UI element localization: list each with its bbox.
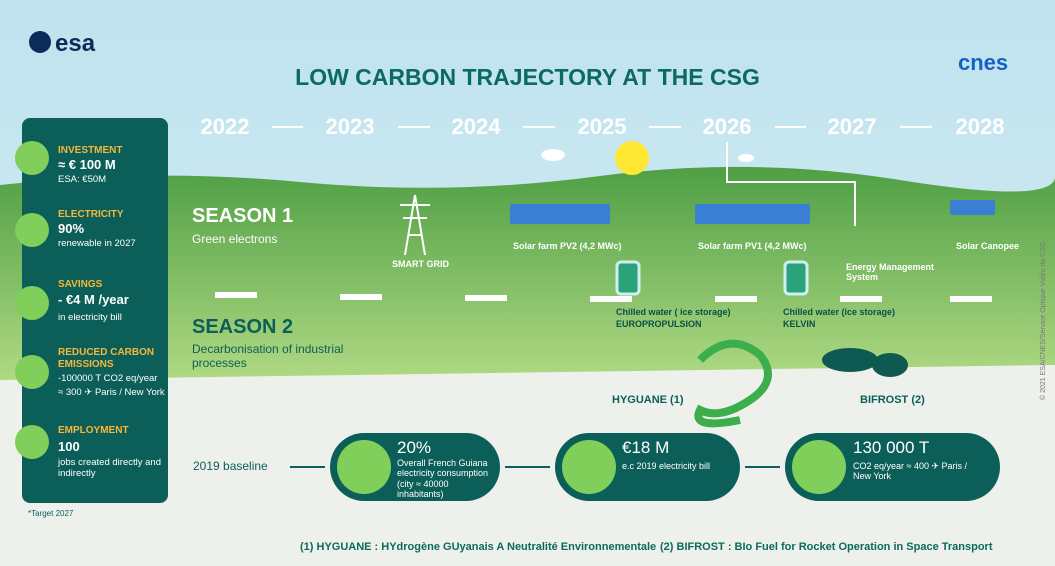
- project-site: EUROPROPULSION: [616, 319, 702, 329]
- sidebar-heading: EMPLOYMENT: [58, 425, 129, 436]
- year: 2026: [702, 114, 752, 139]
- baseline-pills: [290, 433, 1000, 501]
- project-label: Solar farm PV1 (4,2 MWc): [698, 241, 807, 251]
- sidebar-value: - €4 M /year: [58, 292, 129, 307]
- sidebar-heading: INVESTMENT: [58, 145, 123, 156]
- solar-panels: [510, 200, 995, 224]
- project-label: BIFROST (2): [860, 394, 925, 406]
- bifrost-digesters: [822, 348, 908, 377]
- sidebar-heading: REDUCED CARBON EMISSIONS: [58, 347, 155, 370]
- sidebar-note: renewable in 2027: [58, 238, 136, 249]
- sidebar-value: 90%: [58, 221, 85, 236]
- project-label: Solar farm PV2 (4,2 MWc): [513, 241, 622, 251]
- sidebar-heading: ELECTRICITY: [58, 209, 124, 220]
- cloud: [738, 154, 754, 162]
- project-label: Solar Canopee: [956, 241, 1020, 251]
- baseline-text: e.c 2019 electricity bill: [622, 461, 711, 471]
- sidebar-value: -100000 T CO2 eq/year: [58, 373, 158, 384]
- project-label: HYGUANE (1): [612, 394, 684, 406]
- sun: [615, 141, 649, 175]
- pylon: [400, 194, 430, 256]
- sidebar-note: jobs created directly and indirectly: [58, 457, 161, 479]
- baseline-value: 130 000 T: [853, 438, 930, 457]
- footnote: (1) HYGUANE : HYdrogène GUyanais A Neutr…: [300, 541, 657, 553]
- sidebar-note: in electricity bill: [58, 312, 122, 323]
- baseline-text: CO2 eq/year ≈ 400 ✈ Paris / New York: [853, 461, 968, 482]
- sidebar-value: ≈ € 100 M: [58, 157, 116, 172]
- sidebar-icons: [15, 141, 49, 459]
- footnote: (2) BIFROST : BIo Fuel for Rocket Operat…: [660, 541, 993, 553]
- ground: [0, 365, 1055, 566]
- project-label: Chilled water ( ice storage): [616, 307, 731, 317]
- year: 2023: [325, 114, 375, 139]
- year: 2025: [577, 114, 627, 139]
- sidebar-note: ≈ 300 ✈ Paris / New York: [58, 387, 165, 398]
- target-note: *Target 2027: [28, 509, 74, 518]
- season-subtitle: Decarbonisation of industrial processes: [192, 342, 344, 370]
- year-connectors: [272, 126, 932, 226]
- credit: © 2021 ESA/CNES/Service Optique Vidéo du…: [1040, 241, 1047, 400]
- project-label: Chilled water (ice storage): [783, 307, 896, 317]
- baseline-label: 2019 baseline: [193, 459, 268, 473]
- iguana: [694, 339, 772, 428]
- project-label: SMART GRID: [392, 259, 449, 269]
- project-label: Energy Management System: [846, 262, 935, 283]
- season-title: SEASON 1: [192, 205, 294, 227]
- tanks: [615, 260, 809, 296]
- road-dashes: [215, 292, 992, 302]
- season-subtitle: Green electrons: [192, 232, 278, 246]
- baseline-text: Overall French Guiana electricity consum…: [397, 458, 489, 500]
- sidebar-note: ESA: €50M: [58, 174, 107, 185]
- sidebar-value: 100: [58, 439, 80, 454]
- sidebar-heading: SAVINGS: [58, 279, 103, 290]
- year: 2024: [451, 114, 501, 139]
- year: 2027: [827, 114, 877, 139]
- logo-esa: esa: [55, 30, 96, 57]
- project-site: KELVIN: [783, 319, 816, 329]
- year: 2022: [200, 114, 250, 139]
- title: LOW CARBON TRAJECTORY AT THE CSG: [295, 64, 760, 90]
- season-title: SEASON 2: [192, 316, 294, 338]
- cloud: [541, 149, 565, 161]
- sidebar-panel: [22, 118, 168, 503]
- baseline-value: €18 M: [622, 438, 670, 457]
- logo-cnes: cnes: [958, 50, 1009, 75]
- esa-mark: [29, 31, 51, 53]
- baseline-value: 20%: [397, 438, 432, 457]
- year: 2028: [955, 114, 1005, 139]
